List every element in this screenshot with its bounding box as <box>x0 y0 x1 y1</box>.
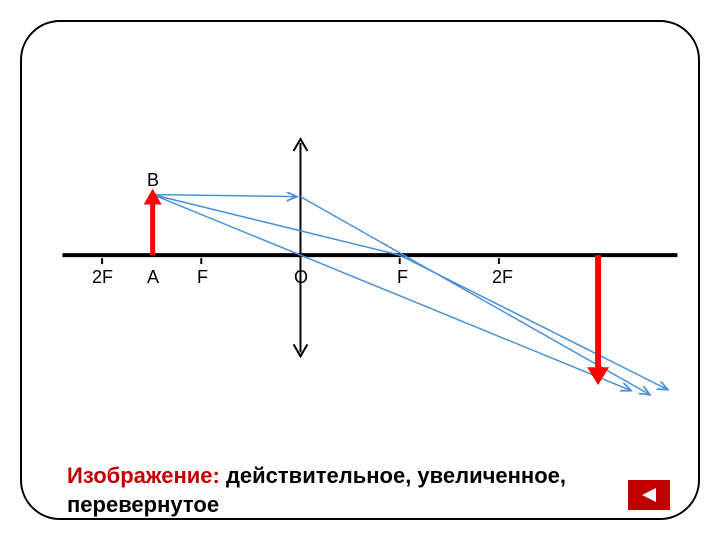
prev-slide-button[interactable] <box>628 480 670 510</box>
lens-symbol <box>294 139 308 356</box>
label-2f-right: 2F <box>492 267 513 288</box>
triangle-left-icon <box>639 486 659 504</box>
optics-diagram <box>22 22 698 518</box>
label-2f-left: 2F <box>92 267 113 288</box>
image-arrow <box>587 255 609 385</box>
label-b: B <box>147 170 159 191</box>
label-a: A <box>147 267 159 288</box>
slide-frame: 2F A F O F 2F B Изображение: действитель… <box>20 20 700 520</box>
object-arrow <box>144 189 162 255</box>
light-rays <box>153 195 667 394</box>
caption-label: Изображение: <box>67 463 220 488</box>
label-f-right: F <box>397 267 408 288</box>
caption: Изображение: действительное, увеличенное… <box>67 462 698 519</box>
label-f-left: F <box>197 267 208 288</box>
label-o: O <box>294 267 308 288</box>
